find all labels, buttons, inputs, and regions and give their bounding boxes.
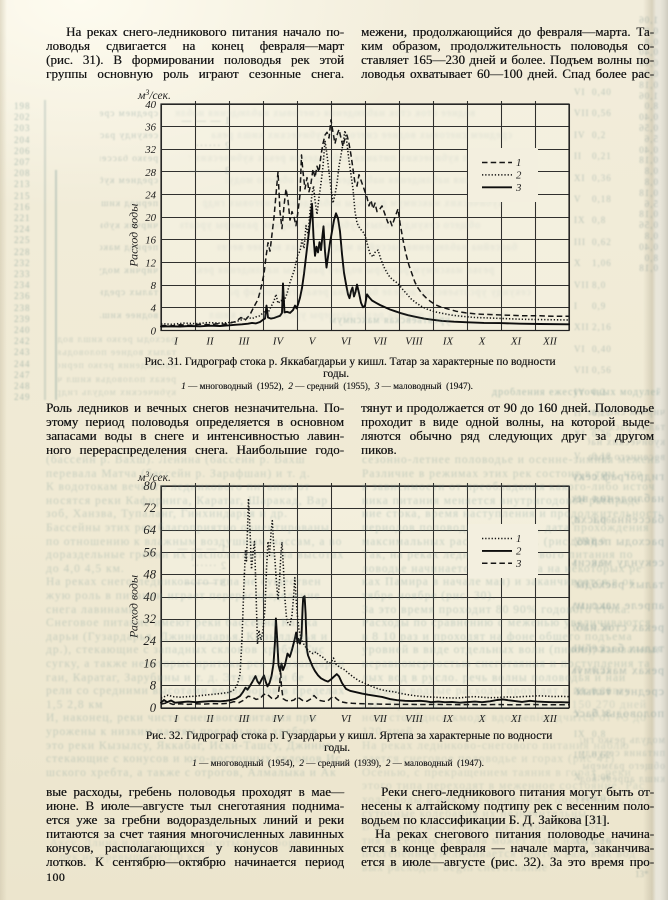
svg-text:III: III xyxy=(238,713,251,725)
svg-text:72: 72 xyxy=(143,501,156,515)
svg-text:VII: VII xyxy=(373,713,388,725)
svg-text:0: 0 xyxy=(150,701,157,715)
svg-text:12: 12 xyxy=(145,257,156,269)
svg-text:V: V xyxy=(309,336,317,348)
svg-text:2: 2 xyxy=(516,545,522,557)
svg-text:24: 24 xyxy=(143,634,156,648)
svg-text:3: 3 xyxy=(515,182,522,194)
svg-text:16: 16 xyxy=(143,656,156,670)
svg-text:VIII: VIII xyxy=(405,336,424,348)
svg-text:IX: IX xyxy=(442,713,454,725)
svg-text:48: 48 xyxy=(143,568,156,582)
svg-text:80: 80 xyxy=(143,479,156,493)
svg-text:IX: IX xyxy=(442,336,454,348)
svg-text:1: 1 xyxy=(516,157,521,169)
svg-text:1: 1 xyxy=(516,533,521,545)
svg-text:Расход воды: Расход воды xyxy=(127,575,141,639)
svg-text:II: II xyxy=(205,336,215,348)
svg-text:III: III xyxy=(238,336,251,348)
svg-text:64: 64 xyxy=(143,523,156,537)
svg-text:Расход воды: Расход воды xyxy=(127,204,141,268)
svg-text:36: 36 xyxy=(144,121,156,133)
svg-text:IV: IV xyxy=(272,336,285,348)
svg-text:IV: IV xyxy=(272,713,285,725)
svg-text:0: 0 xyxy=(151,325,157,337)
svg-text:X: X xyxy=(478,336,486,348)
svg-text:XI: XI xyxy=(510,713,523,725)
svg-text:8: 8 xyxy=(151,280,157,292)
svg-text:I: I xyxy=(173,336,179,348)
svg-text:3: 3 xyxy=(515,557,522,569)
svg-text:32: 32 xyxy=(142,612,156,626)
svg-text:VII: VII xyxy=(373,336,388,348)
svg-text:32: 32 xyxy=(144,144,156,156)
svg-text:X: X xyxy=(478,713,486,725)
svg-text:28: 28 xyxy=(145,167,156,179)
svg-text:VI: VI xyxy=(341,713,353,725)
svg-text:XII: XII xyxy=(542,336,558,348)
svg-text:м3/сек.: м3/сек. xyxy=(137,88,171,103)
svg-text:VIII: VIII xyxy=(405,713,424,725)
svg-text:24: 24 xyxy=(145,189,156,201)
svg-text:I: I xyxy=(173,713,179,725)
svg-text:8: 8 xyxy=(150,679,157,693)
svg-text:XI: XI xyxy=(510,336,523,348)
svg-text:20: 20 xyxy=(145,212,156,224)
svg-text:2: 2 xyxy=(516,169,522,181)
svg-text:4: 4 xyxy=(151,303,157,315)
svg-text:16: 16 xyxy=(145,235,156,247)
svg-text:XII: XII xyxy=(542,713,558,725)
svg-text:VI: VI xyxy=(341,336,353,348)
svg-text:56: 56 xyxy=(143,545,156,559)
svg-text:40: 40 xyxy=(145,99,156,111)
svg-text:V: V xyxy=(309,713,317,725)
svg-text:II: II xyxy=(205,713,215,725)
svg-text:40: 40 xyxy=(143,590,156,604)
